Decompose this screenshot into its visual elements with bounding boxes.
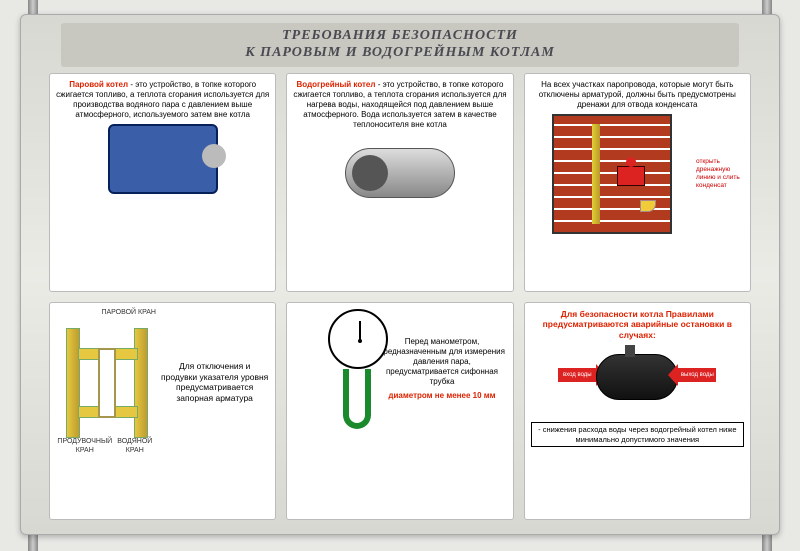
- lbl-water-valve: ВОДЯНОЙ КРАН: [114, 438, 156, 456]
- illus-level-gauge: [56, 318, 156, 438]
- boiler-grey-icon: [345, 148, 455, 198]
- drain-spout-icon: [640, 200, 656, 212]
- panel-grid: Паровой котел - это устройство, в топке …: [49, 73, 751, 520]
- arrow-water-out: выход воды: [678, 368, 716, 382]
- boiler-blue-icon: [108, 124, 218, 194]
- panel-steam-boiler: Паровой котел - это устройство, в топке …: [49, 73, 276, 292]
- illus-wall-drain: [552, 114, 672, 234]
- panel-level-gauge: ПАРОВОЙ КРАН ПРОДУВОЧНЫЙ КРАН ВОДЯНОЙ КР…: [49, 302, 276, 521]
- illus-water-boiler: [293, 134, 506, 198]
- panel-drain: На всех участках паропровода, которые мо…: [524, 73, 751, 292]
- arrow-water-in: вход воды: [558, 368, 596, 382]
- boiler-dark-icon: [596, 354, 678, 400]
- term-water: Водогрейный котел: [297, 80, 376, 89]
- title-line-1: ТРЕБОВАНИЯ БЕЗОПАСНОСТИ: [61, 27, 739, 44]
- gauge-dial-icon: [328, 309, 388, 369]
- siphon-pipe-icon: [343, 369, 371, 429]
- illus-emergency: вход воды выход воды: [562, 346, 712, 416]
- info-board: ТРЕБОВАНИЯ БЕЗОПАСНОСТИ К ПАРОВЫМ И ВОДО…: [20, 14, 780, 535]
- drain-valve-icon: [617, 166, 645, 186]
- mano-text-a: Перед манометром, предназначенным для из…: [377, 337, 506, 387]
- emergency-lead: Для безопасности котла Правилами предусм…: [531, 309, 744, 341]
- emergency-case-box: - снижения расхода воды через водогрейны…: [531, 422, 744, 447]
- panel-manometer: Перед манометром, предназначенным для из…: [286, 302, 513, 521]
- term-steam: Паровой котел: [69, 80, 128, 89]
- panel-water-boiler: Водогрейный котел - это устройство, в то…: [286, 73, 513, 292]
- panel-text: Водогрейный котел - это устройство, в то…: [293, 80, 506, 130]
- mano-text-block: Перед манометром, предназначенным для из…: [377, 337, 506, 401]
- board-title: ТРЕБОВАНИЯ БЕЗОПАСНОСТИ К ПАРОВЫМ И ВОДО…: [61, 23, 739, 67]
- drain-text: На всех участках паропровода, которые мо…: [531, 80, 744, 110]
- panel-emergency: Для безопасности котла Правилами предусм…: [524, 302, 751, 521]
- title-line-2: К ПАРОВЫМ И ВОДОГРЕЙНЫМ КОТЛАМ: [61, 44, 739, 61]
- panel-text: Паровой котел - это устройство, в топке …: [56, 80, 269, 120]
- drain-callout: открыть дренажную линию и слить конденса…: [696, 158, 744, 191]
- illus-steam-boiler: [56, 124, 269, 194]
- gauge-text: Для отключения и продувки указателя уров…: [160, 361, 269, 404]
- mano-text-b: диаметром не менее 10 мм: [377, 391, 506, 401]
- lbl-steam-valve: ПАРОВОЙ КРАН: [56, 309, 156, 318]
- illus-manometer: [293, 309, 373, 429]
- lbl-blow-valve: ПРОДУВОЧНЫЙ КРАН: [56, 438, 114, 456]
